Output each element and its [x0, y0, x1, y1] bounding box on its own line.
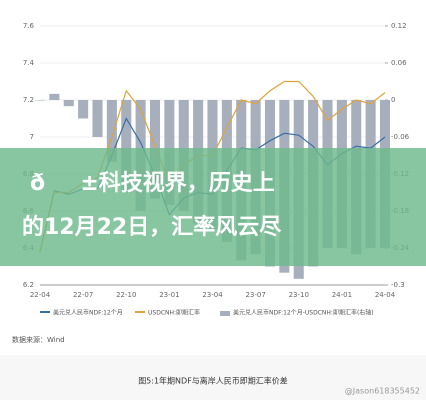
banner: [0, 148, 426, 266]
bar: [34, 100, 46, 101]
banner-line: 的12月22日，汇率风云尽: [22, 214, 282, 240]
bar: [106, 100, 117, 162]
watermark: @Jason618355452: [345, 387, 420, 396]
y2-tick-label: 0.06: [391, 59, 407, 67]
x-tick-label: 23-04: [202, 291, 223, 299]
x-tick-label: 24-04: [375, 291, 396, 299]
x-tick-label: 24-01: [332, 291, 352, 299]
x-tick-label: 22-07: [73, 291, 93, 299]
legend-label: 美元兑人民币NDF:12个月-USDCNH:即期汇率(右轴): [233, 309, 374, 317]
banner-line: ð±科技视界，历史上: [30, 170, 275, 196]
y2-tick-label: 0: [391, 96, 395, 104]
legend-swatch: [220, 311, 230, 316]
bar: [121, 100, 132, 193]
x-tick-label: 23-10: [289, 291, 309, 299]
y-tick-label: 6.2: [23, 281, 34, 289]
legend-swatch: [135, 311, 145, 313]
y2-tick-label: -0.06: [391, 133, 410, 141]
x-tick-label: 23-07: [245, 291, 265, 299]
y-tick-label: 7.4: [23, 59, 35, 67]
y-tick-label: 7.2: [23, 96, 34, 104]
legend-label: USDCNH:即期汇率: [148, 309, 200, 317]
source: 数据来源：Wind: [12, 335, 65, 344]
x-tick-label: 22-10: [116, 291, 136, 299]
legend-swatch: [40, 311, 50, 313]
legend-label: 美元兑人民币NDF:12个月: [53, 309, 123, 317]
y-tick-label: 7.6: [23, 22, 35, 30]
caption: 图5:1年期NDF与离岸人民币即期汇率价差: [138, 376, 288, 386]
x-tick-label: 23-01: [159, 291, 179, 299]
bar: [92, 100, 103, 137]
bar: [63, 100, 74, 107]
x-tick-label: 22-04: [30, 291, 51, 299]
bar: [49, 93, 60, 100]
y-tick-label: 7: [30, 133, 34, 141]
y2-tick-label: 0.12: [391, 22, 407, 30]
y2-tick-label: -0.3: [391, 281, 405, 289]
bar: [78, 100, 89, 119]
